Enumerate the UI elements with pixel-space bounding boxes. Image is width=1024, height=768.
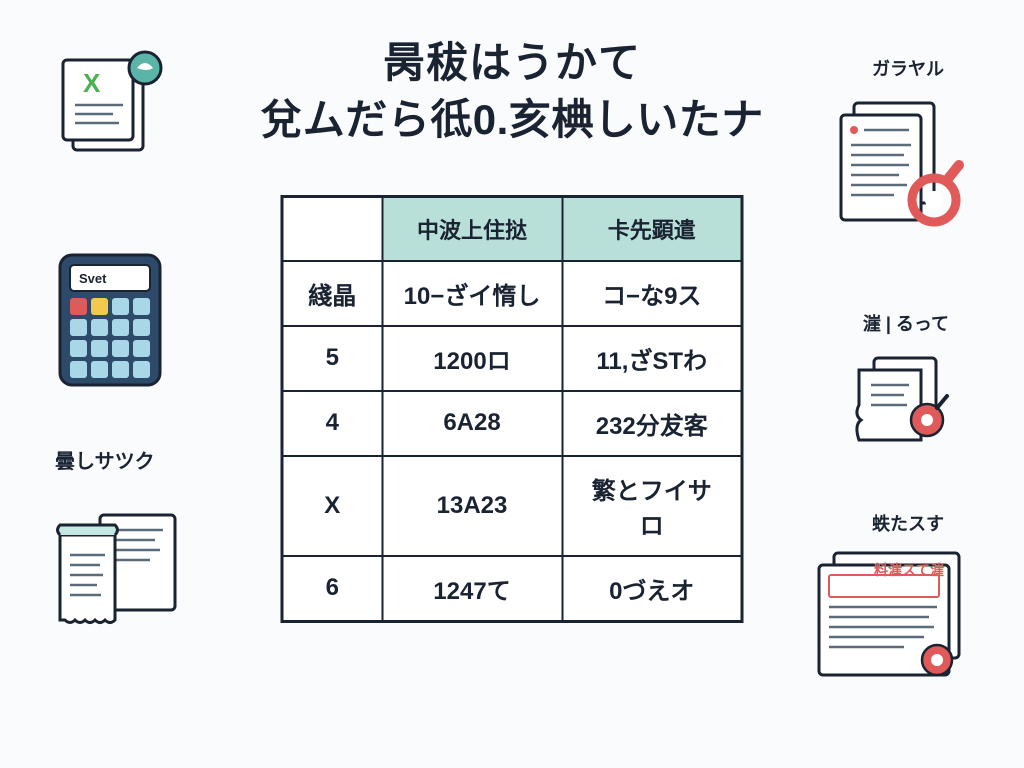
- table-cell: 4: [282, 391, 382, 456]
- table-row: 6 1247て 0づえオ: [282, 556, 742, 622]
- data-table: 中波上住挞 卡先顕遣 綫晶 10−ざイ惰し コ−な9ス 5 1200ロ 11,ざ…: [281, 195, 744, 623]
- table-header-cell: [282, 197, 382, 261]
- title-line-2: 兌ムだら彽0.亥椣しいたナ: [162, 92, 862, 149]
- table-cell: 6A28: [382, 391, 562, 456]
- table-cell: 繁とフイサロ: [562, 456, 742, 556]
- table-cell: 1247て: [382, 556, 562, 622]
- table-cell: 10−ざイ惰し: [382, 261, 562, 326]
- table-cell: 6: [282, 556, 382, 622]
- document-checkmark-icon: [829, 95, 969, 235]
- svg-text:X: X: [83, 68, 101, 98]
- left-caption: 曇しサツク: [55, 445, 155, 474]
- table-header-cell: 卡先顕遣: [562, 197, 742, 261]
- calc-display-text: Svet: [79, 271, 107, 286]
- table-row: 4 6A28 232分犮客: [282, 391, 742, 456]
- top-right-caption: ガラヤル: [872, 55, 944, 81]
- data-table-container: 中波上住挞 卡先顕遣 綫晶 10−ざイ惰し コ−な9ス 5 1200ロ 11,ざ…: [281, 195, 744, 623]
- table-header-row: 中波上住挞 卡先顕遣: [282, 197, 742, 261]
- table-cell: 11,ざSTわ: [562, 326, 742, 391]
- receipt-papers-icon: [45, 500, 195, 650]
- document-pin-icon: [849, 350, 959, 450]
- table-cell: 13A23: [382, 456, 562, 556]
- table-cell: 綫晶: [282, 261, 382, 326]
- title-line-1: 昺秡はうかて: [162, 35, 862, 92]
- calculator-icon: Svet: [55, 250, 165, 390]
- table-cell: 1200ロ: [382, 326, 562, 391]
- table-row: 綫晶 10−ざイ惰し コ−な9ス: [282, 261, 742, 326]
- table-row: 5 1200ロ 11,ざSTわ: [282, 326, 742, 391]
- table-cell: コ−な9ス: [562, 261, 742, 326]
- main-title: 昺秡はうかて 兌ムだら彽0.亥椣しいたナ: [162, 35, 862, 148]
- table-cell: X: [282, 456, 382, 556]
- table-cell: 5: [282, 326, 382, 391]
- table-row: X 13A23 繁とフイサロ: [282, 456, 742, 556]
- certificate-inner-text: 料漄スて漄: [874, 560, 944, 580]
- bottom-right-caption: 蛈たスす: [872, 510, 944, 536]
- table-cell: 0づえオ: [562, 556, 742, 622]
- mid-right-caption: 漄 | るって: [863, 310, 949, 336]
- table-cell: 232分犮客: [562, 391, 742, 456]
- excel-document-icon: X: [55, 50, 175, 160]
- table-header-cell: 中波上住挞: [382, 197, 562, 261]
